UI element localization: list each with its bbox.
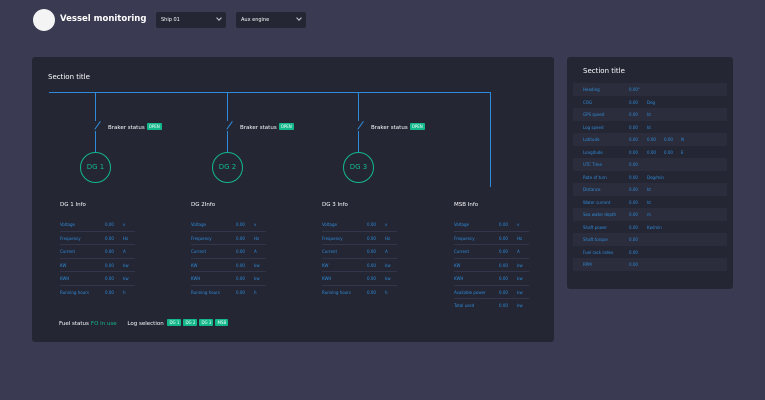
info-row: Current 0.00 A (60, 245, 135, 259)
info-row: Voltage 0.00 v (454, 218, 529, 232)
dg2-info: DG 2Info Voltage 0.00 v Frequency 0.00 Hz Cu… (191, 201, 266, 299)
nav-row: Log speed 0.00 kt (583, 124, 651, 130)
info-row: KW 0.00 kw (454, 259, 529, 272)
fuel-status-value: FO in use (90, 321, 117, 327)
log-dg2-button[interactable]: DG 2 (183, 319, 198, 326)
dg3-generator[interactable]: DG 3 (343, 152, 374, 183)
breaker-status-badge: OPEN (146, 123, 162, 130)
bus-bar (49, 92, 491, 93)
info-row: Running hours 0.00 h (322, 289, 388, 295)
dg3-feed-line (358, 92, 359, 121)
engine-select[interactable]: Aux engine (236, 12, 306, 28)
nav-row: Latitude 0.00 0.00 0.00 N (573, 133, 727, 146)
chevron-down-icon (296, 15, 302, 21)
info-row: Current 0.00 A (322, 245, 397, 259)
ship-select-value: Ship 01 (161, 17, 180, 23)
ship-select[interactable]: Ship 01 (156, 12, 226, 28)
info-row: Voltage 0.00 v (191, 218, 266, 232)
app-header: Vessel monitoring Ship 01 Aux engine (0, 0, 765, 42)
logo-icon (33, 9, 55, 31)
info-row: KW 0.00 kw (322, 259, 397, 272)
dg1-feed-line (95, 92, 96, 121)
nav-row: Longitude 0.00 0.00 0.00 E (583, 149, 684, 155)
section-title: Section title (48, 73, 90, 81)
info-title: DG 1 Info (60, 202, 86, 208)
bus-bar-drop (490, 92, 491, 187)
dg3-info: DG 3 Info Voltage 0.00 v Frequency 0.00 Hz C… (322, 201, 397, 299)
info-row: Total used 0.00 kw (454, 303, 523, 308)
dg3-feed-line-lower (358, 131, 359, 152)
dg3-breaker-status: Braker status OPEN (371, 123, 425, 131)
info-row: KWH 0.00 kw (454, 272, 529, 286)
log-dg3-button[interactable]: DG 3 (199, 319, 214, 326)
nav-row: Shaft torque 0.00 (573, 233, 727, 246)
log-dg1-button[interactable]: DG 1 (167, 319, 182, 326)
breaker-status-badge: OPEN (278, 123, 294, 130)
info-row: Frequency 0.00 Hz (60, 232, 135, 245)
dg1-info: DG 1 Info Voltage 0.00 v Frequency 0.00 Hz C… (60, 201, 135, 299)
nav-row: Water current 0.00 kt (583, 199, 651, 205)
msb-info: MSB Info Voltage 0.00 v Frequency 0.00 Hz Cu… (454, 201, 529, 313)
info-row: KWH 0.00 kw (322, 272, 397, 286)
info-row: KW 0.00 kw (191, 259, 266, 272)
nav-row: RPM 0.00 (573, 258, 727, 271)
dg2-breaker-switch (226, 121, 233, 130)
info-row: Frequency 0.00 Hz (322, 232, 397, 245)
nav-row: GPS speed 0.00 kt (573, 108, 727, 121)
info-row: Frequency 0.00 Hz (191, 232, 266, 245)
log-msb-button[interactable]: MSB (215, 319, 229, 326)
info-row: Current 0.00 A (191, 245, 266, 259)
info-row: Voltage 0.00 v (60, 218, 135, 232)
dg1-breaker-switch (94, 121, 101, 130)
nav-row: UTC Time 0.00 (573, 158, 727, 171)
dg3-breaker-switch (357, 121, 364, 130)
engine-select-value: Aux engine (241, 17, 270, 23)
info-title: MSB Info (454, 202, 479, 208)
info-title: DG 2Info (191, 202, 216, 208)
dg1-breaker-status: Braker status OPEN (108, 123, 162, 131)
dg1-feed-line-lower (95, 131, 96, 152)
info-row: Voltage 0.00 v (322, 218, 397, 232)
nav-row: Fuel rack index 0.00 (583, 249, 638, 255)
nav-row: Rate of turn 0.00 Deg/min (583, 174, 664, 180)
app-title: Vessel monitoring (60, 14, 147, 24)
breaker-label: Braker status (108, 125, 145, 131)
info-row: KW 0.00 kw (60, 259, 135, 272)
info-row: KWH 0.00 kw (191, 272, 266, 286)
dg1-generator[interactable]: DG 1 (80, 152, 111, 183)
info-row: Frequency 0.00 Hz (454, 232, 529, 245)
dg2-feed-line-lower (227, 131, 228, 152)
info-row: Running hours 0.00 h (60, 289, 126, 295)
info-row: Available power 0.00 kw (454, 286, 529, 299)
dg2-generator[interactable]: DG 2 (212, 152, 243, 183)
info-row: Current 0.00 A (454, 245, 529, 259)
log-selection-label: Log selection (127, 321, 164, 327)
breaker-label: Braker status (240, 125, 277, 131)
info-row: KWH 0.00 kw (60, 272, 135, 286)
nav-row: Heading 0.00° (573, 83, 727, 96)
side-section-title: Section title (583, 67, 625, 75)
nav-row: Shaft power 0.00 Kw/min (583, 224, 662, 230)
fuel-status-label: Fuel status (59, 321, 89, 327)
navigation-panel: Section title Heading 0.00° COG 0.00 Deg GP… (567, 57, 733, 289)
chevron-down-icon (216, 15, 222, 21)
info-title: DG 3 Info (322, 202, 348, 208)
breaker-status-badge: OPEN (409, 123, 425, 130)
nav-row: Sea water depth 0.00 m (573, 208, 727, 221)
breaker-label: Braker status (371, 125, 408, 131)
nav-row: Distance 0.00 kt (573, 183, 727, 196)
dg2-feed-line (227, 92, 228, 121)
info-row: Running hours 0.00 h (191, 289, 257, 295)
power-diagram-panel: Section title Braker status OPEN DG 1 Bra… (32, 57, 554, 342)
nav-row: COG 0.00 Deg (583, 99, 656, 105)
dg2-breaker-status: Braker status OPEN (240, 123, 294, 131)
